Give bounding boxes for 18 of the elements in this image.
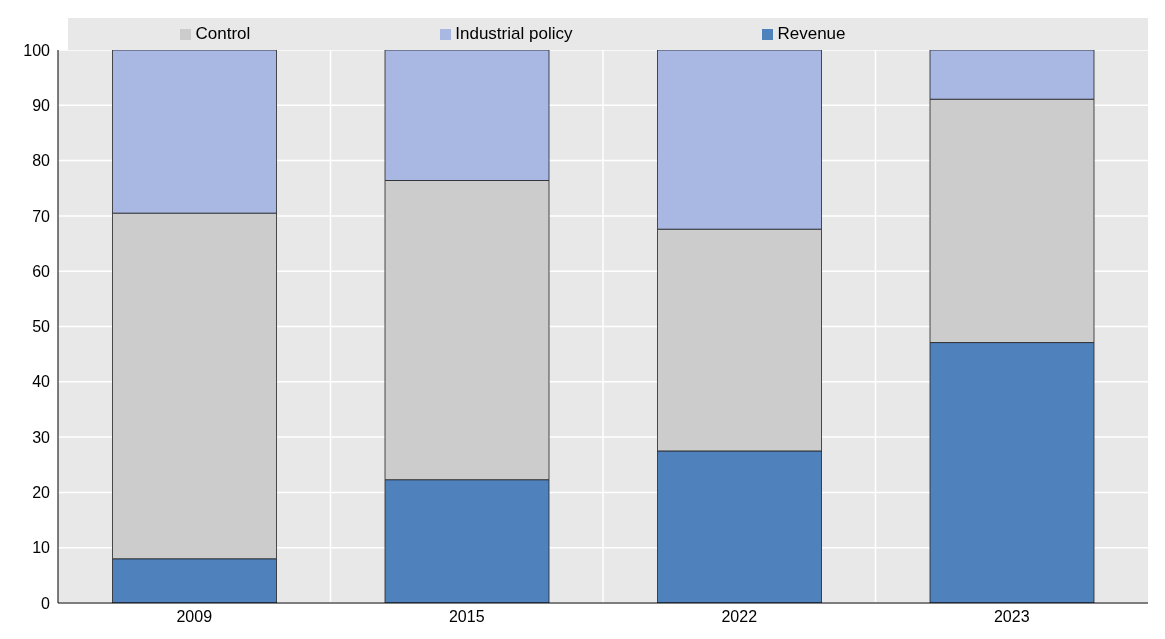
legend-label: Revenue (777, 24, 846, 43)
y-tick-label: 0 (41, 594, 51, 612)
x-tick-label: 2023 (993, 608, 1030, 626)
legend-label: Industrial policy (455, 24, 573, 43)
y-tick-label: 50 (32, 318, 51, 336)
y-tick-label: 60 (32, 262, 51, 280)
y-tick-label: 100 (23, 41, 51, 59)
x-tick-label: 2015 (448, 608, 485, 626)
y-tick-label: 70 (32, 207, 51, 225)
legend-label: Control (195, 24, 251, 43)
y-tick-label: 40 (32, 373, 51, 391)
y-tick-label: 20 (32, 484, 51, 502)
y-tick-label: 10 (32, 539, 51, 557)
y-tick-label: 30 (32, 428, 51, 446)
y-tick-label: 80 (32, 152, 51, 170)
x-tick-label: 2022 (721, 608, 758, 626)
y-tick-label: 90 (32, 96, 51, 114)
x-tick-label: 2009 (176, 608, 213, 626)
